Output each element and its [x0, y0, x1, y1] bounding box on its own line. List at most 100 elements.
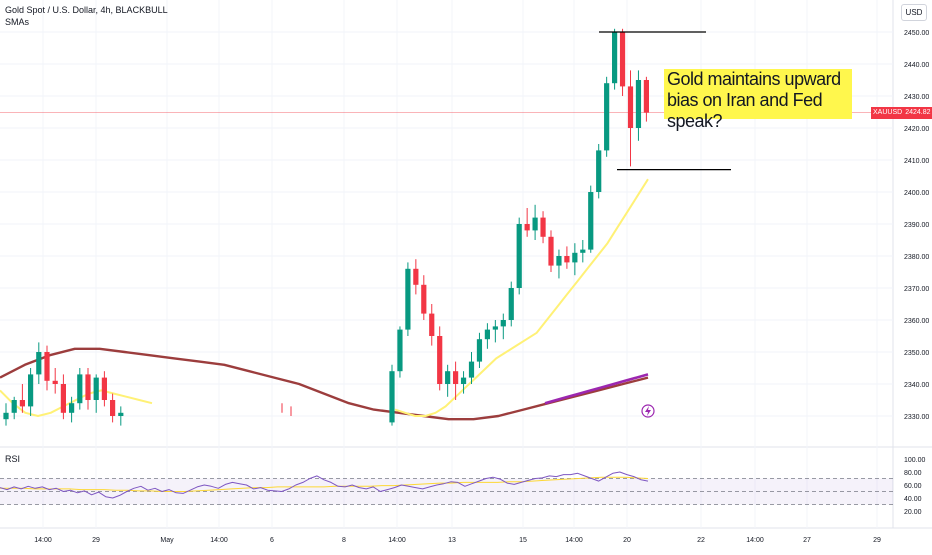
y-tick-label: 2400.00 [904, 190, 929, 197]
candle-body[interactable] [429, 313, 435, 336]
candle-body[interactable] [445, 371, 451, 384]
chart-title[interactable]: Gold Spot / U.S. Dollar, 4h, BLACKBULL [5, 5, 168, 15]
candle-body[interactable] [548, 236, 554, 266]
y-tick-label: 2390.00 [904, 222, 929, 229]
x-tick-label: 20 [623, 537, 631, 544]
x-tick-label: 27 [803, 537, 811, 544]
x-tick-label: 22 [697, 537, 705, 544]
indicator-label[interactable]: SMAs [5, 17, 30, 27]
sma-short-line [394, 178, 649, 417]
candle-body[interactable] [421, 284, 427, 314]
candle-body[interactable] [19, 400, 25, 407]
x-tick-label: 6 [270, 537, 274, 544]
candle-body[interactable] [588, 192, 594, 250]
candle-body[interactable] [389, 371, 395, 423]
annotation-line-1: Gold maintains upward [667, 69, 841, 89]
candle-body[interactable] [397, 329, 403, 372]
rsi-tick-label: 40.00 [904, 496, 922, 503]
candle-body[interactable] [60, 384, 66, 413]
x-tick-label: 14:00 [210, 537, 228, 544]
candle-body[interactable] [524, 224, 530, 231]
sma-long-line [0, 347, 649, 421]
candle-body[interactable] [580, 249, 586, 253]
candle-body[interactable] [77, 374, 83, 404]
candle-body[interactable] [36, 352, 42, 375]
x-tick-label: 29 [92, 537, 100, 544]
candle-body[interactable] [500, 320, 506, 327]
rsi-tick-label: 100.00 [904, 457, 926, 464]
x-tick-label: 13 [448, 537, 456, 544]
candle-body[interactable] [110, 400, 116, 416]
candle-body[interactable] [596, 150, 602, 192]
candle-body[interactable] [453, 371, 459, 384]
rsi-label[interactable]: RSI [5, 454, 21, 464]
candle-body[interactable] [11, 400, 17, 413]
x-tick-label: 14:00 [565, 537, 583, 544]
y-tick-label: 2370.00 [904, 286, 929, 293]
candle-body[interactable] [572, 252, 578, 263]
x-tick-label: 29 [873, 537, 881, 544]
candle-body[interactable] [619, 32, 626, 87]
y-tick-label: 2330.00 [904, 414, 929, 421]
annotation-callout[interactable]: Gold maintains upward bias on Iran and F… [664, 69, 852, 131]
candle-body[interactable] [405, 268, 411, 330]
x-tick-label: 15 [519, 537, 527, 544]
rsi-ma-line [0, 476, 649, 492]
y-tick-label: 2410.00 [904, 158, 929, 165]
candle-body[interactable] [612, 32, 618, 84]
candle-body[interactable] [532, 217, 538, 231]
candle-body[interactable] [476, 339, 483, 362]
annotation-line-2: bias on Iran and Fed speak? [667, 90, 823, 131]
currency-button[interactable]: USD [901, 4, 927, 21]
candle-body[interactable] [516, 224, 522, 288]
candle-body[interactable] [564, 256, 570, 263]
lightning-icon[interactable] [641, 404, 655, 418]
x-tick-label: 14:00 [746, 537, 764, 544]
price-tag-value: 2424.82 [905, 109, 931, 116]
y-tick-label: 2340.00 [904, 382, 929, 389]
x-tick-label: May [160, 537, 174, 544]
candle-body[interactable] [556, 256, 562, 266]
candle-body[interactable] [28, 374, 34, 407]
x-tick-label: 8 [342, 537, 346, 544]
rsi-tick-label: 20.00 [904, 509, 922, 516]
candle-body[interactable] [413, 268, 419, 285]
candle-body[interactable] [508, 288, 514, 320]
candle-body[interactable] [69, 403, 75, 413]
candle-body[interactable] [118, 412, 124, 416]
sma-short-line [0, 389, 153, 417]
candle-body[interactable] [643, 80, 649, 113]
candle-body[interactable] [3, 412, 9, 420]
candle-body[interactable] [85, 374, 91, 400]
x-tick-label: 14:00 [34, 537, 52, 544]
x-tick-label: 14:00 [388, 537, 406, 544]
price-tag-symbol: XAUUSD [873, 109, 903, 116]
y-tick-label: 2440.00 [904, 62, 929, 69]
y-tick-label: 2420.00 [904, 126, 929, 133]
y-tick-label: 2430.00 [904, 94, 929, 101]
candle-body[interactable] [604, 83, 610, 151]
candle-body[interactable] [44, 352, 50, 381]
last-price-tag: XAUUSD 2424.82 [871, 107, 932, 119]
y-tick-label: 2450.00 [904, 30, 929, 37]
candle-body[interactable] [627, 86, 634, 128]
candle-body[interactable] [484, 329, 490, 340]
candle-body[interactable] [93, 377, 99, 400]
y-tick-label: 2360.00 [904, 318, 929, 325]
candle-body[interactable] [492, 326, 498, 330]
candle-body[interactable] [101, 377, 107, 400]
y-tick-label: 2350.00 [904, 350, 929, 357]
lightning-icon-bolt [645, 406, 651, 416]
sma-mid-line [544, 373, 649, 405]
candle-body[interactable] [635, 80, 642, 128]
candle-body[interactable] [437, 336, 443, 384]
rsi-tick-label: 60.00 [904, 483, 922, 490]
candle-body[interactable] [52, 380, 58, 384]
y-tick-label: 2380.00 [904, 254, 929, 261]
candle-body[interactable] [460, 377, 467, 384]
candle-body[interactable] [540, 217, 546, 237]
candle-body[interactable] [468, 361, 475, 378]
rsi-line [0, 471, 649, 499]
